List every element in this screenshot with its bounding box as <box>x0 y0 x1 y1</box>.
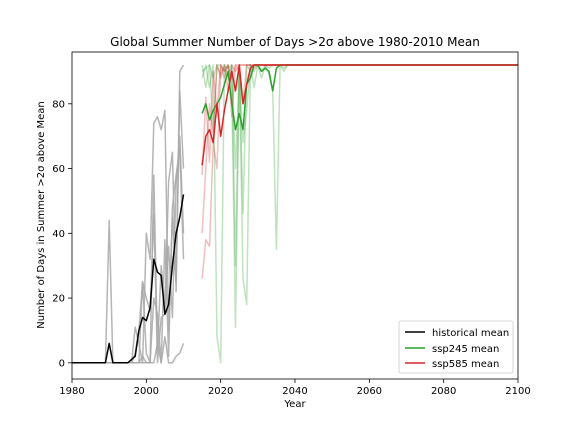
chart-title: Global Summer Number of Days >2σ above 1… <box>110 35 480 49</box>
series-line-historical-mean-11 <box>72 194 185 364</box>
y-axis-title: Number of Days in Summer >2σ above Mean <box>36 101 47 329</box>
x-tick-label: 2060 <box>357 386 382 397</box>
series-line-ssp245-member-5 <box>201 64 518 364</box>
legend-label-ssp245: ssp245 mean <box>432 344 499 355</box>
y-tick-label: 80 <box>52 99 65 110</box>
series-line-ssp585-member-8 <box>201 64 518 279</box>
series-line-ssp585-member-10 <box>201 64 518 234</box>
legend-box <box>398 320 514 374</box>
series-line-historical-member-2 <box>72 148 185 364</box>
y-tick-label: 20 <box>52 294 65 305</box>
x-tick-label: 2080 <box>431 386 456 397</box>
legend-label-historical: historical mean <box>432 328 509 339</box>
x-tick-label: 2020 <box>208 386 233 397</box>
y-tick-label: 0 <box>59 358 65 369</box>
y-tick-label: 60 <box>52 164 65 175</box>
y-axis: 0 20 40 60 80 <box>52 99 72 369</box>
series-line-historical-member-4 <box>72 336 185 364</box>
x-axis: 1980 2000 2020 2040 2060 2080 2100 <box>59 379 531 397</box>
series-line-ssp585-mean-13 <box>201 64 518 166</box>
x-tick-label: 2000 <box>134 386 159 397</box>
series-line-ssp585-member-9 <box>201 64 518 176</box>
x-axis-title: Year <box>283 399 306 410</box>
x-tick-label: 1980 <box>59 386 84 397</box>
x-tick-label: 2040 <box>282 386 307 397</box>
x-tick-label: 2100 <box>505 386 530 397</box>
legend-label-ssp585: ssp585 mean <box>432 359 499 370</box>
series-line-historical-member-3 <box>72 135 185 364</box>
y-tick-label: 40 <box>52 229 65 240</box>
legend: historical mean ssp245 mean ssp585 mean <box>398 320 514 374</box>
lines-layer <box>72 64 518 364</box>
